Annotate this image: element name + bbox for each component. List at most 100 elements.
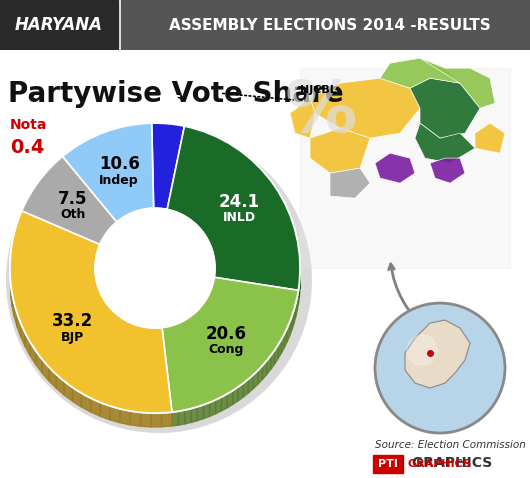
Polygon shape (187, 317, 189, 333)
Text: Indep: Indep (99, 174, 139, 186)
Text: PTI: PTI (375, 455, 402, 470)
Polygon shape (167, 326, 170, 341)
Polygon shape (296, 297, 297, 317)
Polygon shape (210, 400, 216, 416)
Polygon shape (210, 290, 211, 307)
Text: Cong: Cong (208, 343, 244, 357)
Wedge shape (63, 123, 154, 222)
Text: GRAPHICS: GRAPHICS (408, 459, 472, 469)
Polygon shape (21, 323, 25, 347)
Polygon shape (298, 283, 299, 304)
Polygon shape (165, 327, 167, 341)
Polygon shape (198, 308, 199, 324)
Polygon shape (100, 402, 110, 420)
Text: Nota: Nota (10, 118, 47, 132)
Polygon shape (297, 290, 298, 311)
Text: ASSEMBLY ELECTIONS 2014 -RESULTS: ASSEMBLY ELECTIONS 2014 -RESULTS (169, 18, 491, 33)
Polygon shape (375, 153, 415, 183)
Polygon shape (172, 411, 179, 426)
Polygon shape (258, 366, 262, 384)
Wedge shape (155, 127, 190, 225)
Polygon shape (281, 334, 285, 353)
Text: HARYANA: HARYANA (15, 16, 103, 34)
Polygon shape (211, 285, 213, 302)
Polygon shape (193, 312, 196, 328)
Polygon shape (25, 333, 30, 356)
Wedge shape (63, 123, 154, 222)
Polygon shape (197, 405, 204, 421)
Text: INLD: INLD (223, 211, 256, 224)
Polygon shape (271, 350, 275, 369)
Circle shape (375, 303, 505, 433)
Polygon shape (179, 410, 185, 425)
Polygon shape (278, 339, 281, 358)
Text: 20.6: 20.6 (206, 325, 246, 343)
Text: 33.2: 33.2 (52, 312, 93, 330)
Text: 0.4: 0.4 (10, 138, 45, 157)
Text: PTI: PTI (378, 459, 398, 469)
Polygon shape (91, 398, 100, 416)
Text: Oth: Oth (60, 208, 86, 221)
Polygon shape (216, 397, 222, 414)
Circle shape (97, 210, 213, 326)
Wedge shape (167, 126, 300, 290)
Wedge shape (10, 211, 172, 413)
Text: GRAPHICS: GRAPHICS (407, 456, 492, 470)
Polygon shape (285, 327, 287, 348)
Polygon shape (243, 379, 249, 397)
Wedge shape (22, 156, 117, 244)
Polygon shape (111, 309, 114, 326)
Polygon shape (233, 387, 238, 404)
Polygon shape (173, 325, 175, 339)
Polygon shape (292, 309, 294, 329)
Polygon shape (178, 323, 180, 337)
Polygon shape (105, 302, 108, 320)
Wedge shape (6, 220, 177, 433)
Polygon shape (209, 293, 210, 309)
Wedge shape (152, 123, 184, 209)
Polygon shape (153, 328, 158, 342)
Polygon shape (49, 367, 56, 388)
Polygon shape (415, 123, 475, 163)
Polygon shape (162, 412, 172, 427)
Bar (373, 455, 403, 473)
Polygon shape (430, 158, 465, 183)
Polygon shape (175, 324, 178, 338)
Polygon shape (110, 406, 120, 423)
Wedge shape (165, 289, 310, 432)
Polygon shape (128, 322, 132, 337)
Polygon shape (405, 320, 470, 388)
Polygon shape (17, 313, 21, 337)
Polygon shape (120, 409, 130, 425)
Polygon shape (287, 322, 290, 342)
Polygon shape (42, 359, 49, 381)
Polygon shape (140, 413, 151, 427)
Polygon shape (299, 275, 300, 297)
Polygon shape (203, 302, 205, 318)
Wedge shape (162, 277, 298, 412)
Polygon shape (201, 304, 203, 320)
Polygon shape (290, 315, 292, 336)
Polygon shape (310, 78, 420, 138)
Text: Source: Election Commission: Source: Election Commission (375, 440, 526, 450)
Text: HJCBL: HJCBL (300, 85, 337, 95)
Wedge shape (167, 126, 300, 290)
Polygon shape (185, 409, 191, 424)
Polygon shape (56, 374, 64, 395)
Polygon shape (136, 325, 140, 340)
Polygon shape (14, 303, 17, 327)
Wedge shape (162, 277, 298, 412)
Polygon shape (30, 342, 36, 365)
Polygon shape (100, 291, 101, 309)
Polygon shape (420, 58, 495, 108)
Circle shape (407, 335, 437, 365)
Text: 10.6: 10.6 (99, 155, 139, 173)
Circle shape (95, 208, 215, 328)
Polygon shape (227, 391, 233, 408)
Polygon shape (149, 328, 153, 342)
Polygon shape (64, 381, 73, 402)
Polygon shape (189, 315, 191, 331)
Polygon shape (11, 282, 12, 307)
Polygon shape (97, 282, 98, 301)
Polygon shape (125, 320, 128, 336)
